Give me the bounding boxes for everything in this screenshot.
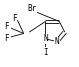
Text: F: F — [12, 14, 17, 23]
Text: Br: Br — [28, 4, 37, 13]
Text: F: F — [4, 34, 9, 43]
Text: N: N — [43, 34, 48, 43]
Text: N: N — [55, 37, 59, 46]
Text: I: I — [43, 48, 48, 57]
Text: F: F — [4, 22, 9, 31]
